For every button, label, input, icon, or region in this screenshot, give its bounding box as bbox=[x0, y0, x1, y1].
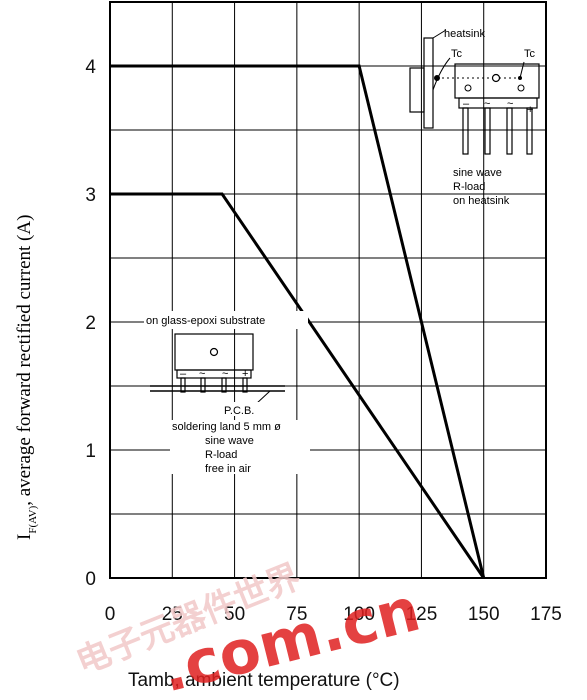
heatsink-label: heatsink bbox=[444, 28, 485, 40]
heatsink-plate bbox=[423, 37, 434, 129]
substrate-note-1: soldering land 5 mm ø bbox=[172, 421, 281, 433]
heatsink-note-1: sine wave bbox=[453, 167, 502, 179]
x-tick-label: 150 bbox=[468, 604, 500, 625]
y-axis-text: , average forward rectified current (A) bbox=[14, 215, 35, 506]
substrate-note-2: sine wave bbox=[205, 435, 254, 447]
tc-left-label: Tc bbox=[451, 48, 463, 60]
y-axis-symbol: I bbox=[14, 534, 35, 540]
substrate-inset: on glass-epoxi substrate – ~ ~ + P.C.B. … bbox=[144, 311, 310, 475]
pin-plus: + bbox=[527, 104, 533, 116]
series-line-2 bbox=[110, 192, 485, 579]
substrate-label: on glass-epoxi substrate bbox=[146, 315, 265, 327]
tc-right-label: Tc bbox=[524, 48, 536, 60]
x-axis-label: Tamb, ambient temperature (°C) bbox=[128, 670, 400, 691]
heatsink-note-2: R-load bbox=[453, 181, 485, 193]
substrate-notes-bg bbox=[170, 420, 310, 474]
x-tick-label: 25 bbox=[162, 604, 183, 625]
y-axis-subscript: F(AV) bbox=[27, 505, 39, 533]
y-tick-label: 2 bbox=[85, 313, 96, 334]
substrate-leads bbox=[180, 377, 248, 393]
substrate-note-3: R-load bbox=[205, 449, 237, 461]
substrate-pin-ac-1: ~ bbox=[199, 368, 205, 380]
plot-frame bbox=[109, 1, 547, 579]
heatsink-leader bbox=[432, 29, 447, 39]
chart-grid bbox=[110, 2, 546, 578]
pin-minus: – bbox=[463, 98, 470, 110]
y-tick-label: 3 bbox=[85, 185, 96, 206]
substrate-note-4: free in air bbox=[205, 463, 251, 475]
pcb-leader bbox=[255, 390, 271, 405]
tc-left-leader bbox=[432, 57, 451, 91]
x-tick-labels: 0 25 50 75 100 125 150 175 bbox=[105, 604, 562, 625]
substrate-lead-frame bbox=[176, 369, 252, 379]
substrate-label-bg bbox=[144, 311, 308, 329]
y-tick-labels: 0 1 2 3 4 bbox=[85, 57, 96, 590]
substrate-pin-ac-2: ~ bbox=[222, 368, 228, 380]
watermark: .com.cn 电子元器件世界 bbox=[71, 557, 427, 700]
pcb-label: P.C.B. bbox=[224, 405, 254, 417]
y-tick-label: 0 bbox=[85, 569, 96, 590]
substrate-pin-minus: – bbox=[180, 368, 187, 380]
heatsink-note-3: on heatsink bbox=[453, 195, 510, 207]
substrate-mounting-hole bbox=[209, 347, 219, 357]
bridge-lead-frame bbox=[458, 97, 538, 109]
series-line-1 bbox=[110, 64, 486, 579]
mounting-hole bbox=[491, 73, 501, 83]
x-tick-label: 125 bbox=[406, 604, 438, 625]
x-tick-label: 75 bbox=[286, 604, 307, 625]
x-tick-label: 175 bbox=[530, 604, 562, 625]
pin-marker-left bbox=[464, 84, 472, 92]
y-tick-label: 1 bbox=[85, 441, 96, 462]
x-tick-label: 0 bbox=[105, 604, 116, 625]
y-tick-label: 4 bbox=[85, 57, 96, 78]
tc-right-leader bbox=[519, 61, 525, 79]
pin-ac-2: ~ bbox=[507, 98, 513, 110]
substrate-bridge-body bbox=[174, 333, 254, 371]
pin-marker-right bbox=[517, 84, 525, 92]
pcb-label-bg bbox=[222, 402, 280, 416]
y-axis-label: IF(AV), average forward rectified curren… bbox=[14, 215, 39, 540]
bridge-leads bbox=[462, 107, 533, 155]
heatsink-inset: heatsink Tc Tc – ~ ~ + sine wave R-load … bbox=[409, 28, 540, 207]
x-tick-label: 50 bbox=[224, 604, 245, 625]
x-tick-label: 100 bbox=[343, 604, 375, 625]
derating-curves bbox=[110, 64, 486, 579]
pin-ac-1: ~ bbox=[484, 98, 490, 110]
substrate-pin-plus: + bbox=[242, 368, 248, 380]
